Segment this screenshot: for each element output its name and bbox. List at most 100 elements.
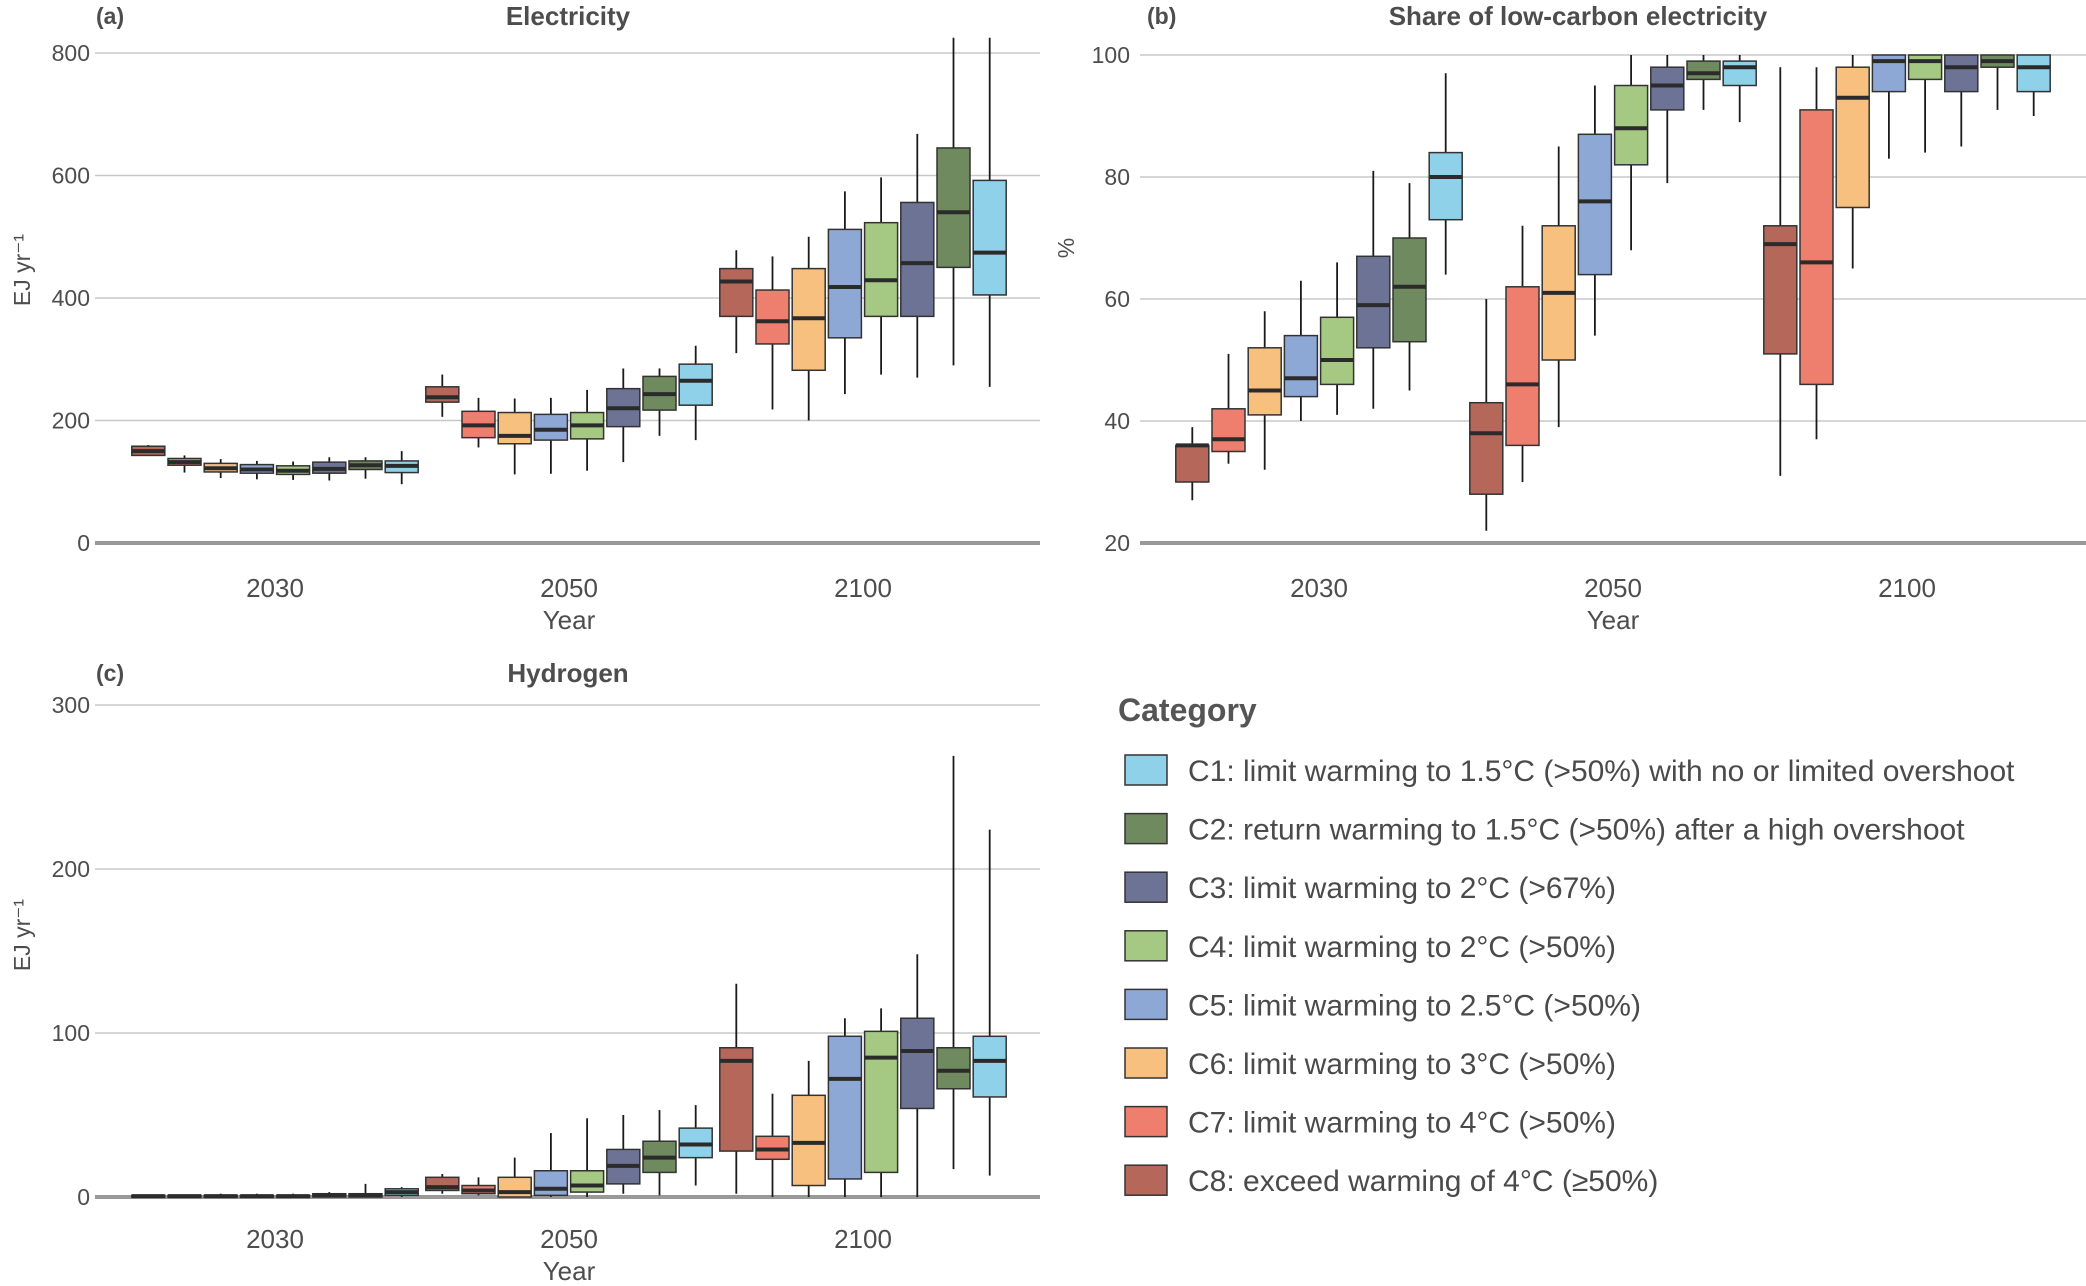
y-tick-label: 0 [77, 1184, 90, 1210]
box-C8-2100 [719, 250, 754, 354]
box-C6-2050 [497, 1157, 532, 1198]
legend-item-C7: C7: limit warming to 4°C (>50%) [1124, 1105, 1616, 1140]
x-tick-label-2050: 2050 [540, 1224, 598, 1254]
box-body [569, 1170, 605, 1193]
box-body [1319, 316, 1355, 386]
x-tick-label-2030: 2030 [1290, 573, 1348, 603]
legend-label: C2: return warming to 1.5°C (>50%) after… [1188, 814, 1965, 847]
box-body [533, 1170, 569, 1197]
box-C5-2050 [533, 397, 569, 474]
box-C7-2050 [461, 397, 496, 448]
box-C1-2100 [972, 37, 1007, 387]
box-C1-2050 [1722, 55, 1757, 123]
box-C4-2030 [275, 461, 311, 480]
box-body [1686, 60, 1721, 81]
legend-item-C5: C5: limit warming to 2.5°C (>50%) [1124, 988, 1641, 1022]
box-body [863, 221, 899, 318]
legend-swatch [1124, 988, 1168, 1021]
y-tick-label: 100 [1092, 42, 1130, 68]
category-legend: Category C1: limit warming to 1.5°C (>50… [1118, 692, 2015, 1198]
box-C5-2030 [239, 460, 275, 480]
box-body [972, 1035, 1007, 1098]
box-C1-2050 [678, 345, 713, 441]
box-C4-2100 [863, 177, 899, 375]
box-body [936, 1047, 971, 1090]
box-C6-2100 [791, 1060, 826, 1197]
panel-title: Electricity [506, 1, 631, 31]
legend-item-C4: C4: limit warming to 2°C (>50%) [1124, 930, 1616, 964]
box-C8-2100 [719, 983, 754, 1194]
box-C2-2030 [348, 457, 383, 479]
box-body [900, 1017, 935, 1110]
x-axis-label: Year [1587, 605, 1640, 635]
box-C1-2030 [384, 451, 419, 485]
y-tick-label: 400 [52, 285, 90, 311]
box-C2-2100 [936, 755, 971, 1170]
box-C2-2030 [1392, 183, 1427, 391]
box-C3-2030 [312, 1192, 347, 1198]
box-body [1283, 334, 1319, 398]
legend-label: C7: limit warming to 4°C (>50%) [1188, 1107, 1616, 1140]
box-C6-2100 [1835, 55, 1870, 269]
box-body [1722, 60, 1757, 87]
legend-item-C6: C6: limit warming to 3°C (>50%) [1124, 1047, 1616, 1081]
x-tick-label-2100: 2100 [834, 573, 892, 603]
box-C6-2030 [203, 459, 238, 479]
y-tick-label: 800 [52, 40, 90, 66]
y-tick-label: 200 [52, 856, 90, 882]
box-C4-2100 [1907, 54, 1943, 153]
box-C3-2050 [1650, 55, 1685, 184]
box-C2-2050 [642, 1110, 677, 1196]
box-C1-2030 [1428, 73, 1463, 275]
box-C8-2050 [1469, 299, 1504, 531]
box-body [863, 1030, 899, 1174]
y-axis-label: EJ yr⁻¹ [9, 234, 35, 307]
box-body [791, 1094, 826, 1187]
y-tick-label: 100 [52, 1020, 90, 1046]
box-body [1428, 151, 1463, 221]
box-C3-2100 [1944, 54, 1979, 147]
box-C5-2100 [1871, 54, 1907, 159]
legend-swatch [1124, 754, 1168, 786]
box-C7-2100 [1799, 67, 1834, 440]
box-body [719, 1047, 754, 1152]
box-C7-2050 [1505, 225, 1540, 482]
box-body [1247, 347, 1282, 416]
x-tick-label-2050: 2050 [540, 573, 598, 603]
y-tick-label: 20 [1104, 530, 1130, 556]
box-body [1763, 225, 1798, 355]
box-body [1650, 66, 1685, 111]
box-body [827, 228, 863, 339]
legend-label: C3: limit warming to 2°C (>67%) [1188, 872, 1616, 905]
box-body [1175, 444, 1210, 483]
panel-low-carbon-share: 20 40 60 80 100 Share of low-carbon electrici… [1053, 1, 2086, 635]
box-C6-2030 [203, 1193, 238, 1199]
panel-title: Hydrogen [507, 658, 628, 688]
panel-letter: (b) [1147, 3, 1176, 29]
legend-item-C8: C8: exceed warming of 4°C (≥50%) [1124, 1164, 1658, 1198]
legend-swatch [1124, 930, 1168, 962]
box-body [900, 201, 935, 318]
box-C6-2050 [1541, 146, 1576, 428]
box-body [1907, 54, 1943, 81]
box-C4-2050 [569, 1118, 605, 1197]
box-body [1211, 408, 1246, 453]
box-body [533, 413, 569, 441]
box-C7-2030 [167, 455, 202, 473]
legend-label: C4: limit warming to 2°C (>50%) [1188, 931, 1616, 964]
box-C5-2100 [827, 191, 863, 395]
box-body [1469, 401, 1504, 495]
box-C8-2030 [131, 1194, 166, 1199]
box-body [1835, 66, 1870, 209]
panel-electricity: 0 200 400 600 800 Electricity (a) EJ yr⁻¹ 2030 20… [9, 1, 1040, 635]
y-axis-label: EJ yr⁻¹ [9, 899, 35, 972]
legend-swatch [1124, 1047, 1168, 1079]
box-body [936, 147, 971, 269]
legend-swatch [1124, 1105, 1168, 1138]
panel-hydrogen: 0 100 200 300 Hydrogen (c) EJ yr⁻¹ 2030 2050 2100… [9, 658, 1040, 1286]
box-body [719, 267, 754, 318]
panel-title: Share of low-carbon electricity [1389, 1, 1768, 31]
x-tick-label-2030: 2030 [246, 1224, 304, 1254]
legend-item-C1: C1: limit warming to 1.5°C (>50%) with n… [1124, 754, 2015, 788]
box-body [1944, 54, 1979, 93]
